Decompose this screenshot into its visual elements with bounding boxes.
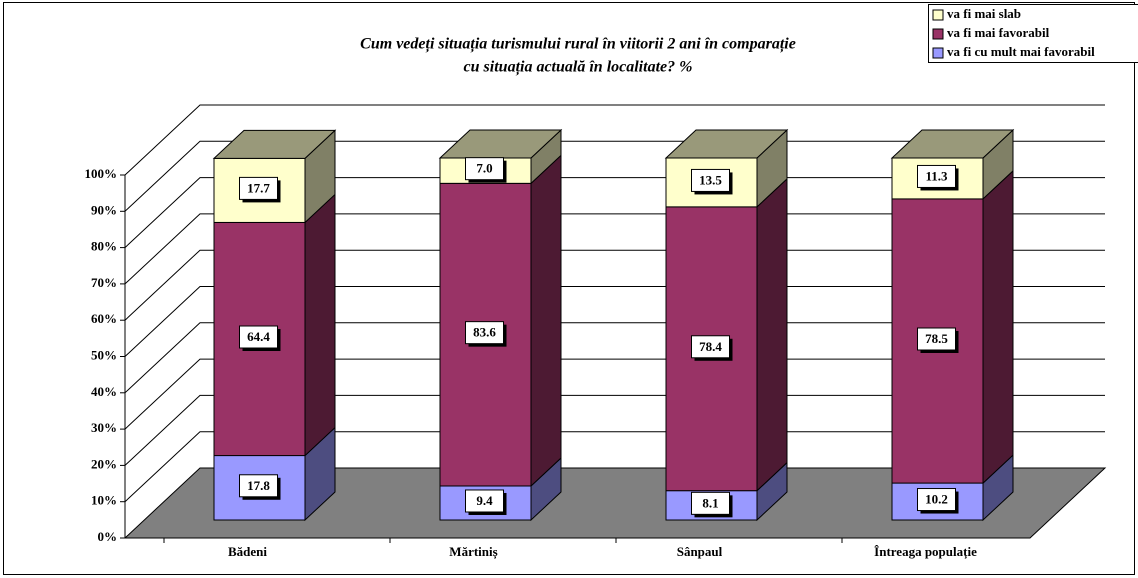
bar-top	[664, 129, 789, 159]
label-box	[691, 491, 730, 515]
data-label: 78.4	[699, 339, 722, 354]
grid-line	[124, 286, 1105, 357]
legend-swatch	[932, 28, 944, 40]
x-tick-label: Mărtiniș	[449, 544, 497, 560]
grid-line	[124, 104, 1105, 176]
data-label: 10.2	[925, 492, 948, 507]
bar-side	[530, 154, 562, 488]
bar-side	[304, 193, 336, 457]
grid-line	[124, 249, 1105, 321]
x-tick-label: Întreaga populație	[874, 544, 977, 560]
label-box	[465, 489, 504, 513]
legend-label: va fi mai favorabil	[947, 25, 1050, 40]
data-label: 17.8	[247, 478, 270, 493]
y-tick-label: 30%	[91, 420, 117, 435]
label-box	[917, 164, 956, 188]
chart-title: cu situația actuală în localitate? %	[464, 59, 693, 77]
data-label: 13.5	[699, 172, 722, 187]
legend	[928, 4, 1138, 63]
label-box	[691, 335, 730, 359]
data-label: 7.0	[476, 161, 492, 176]
y-tick-label: 10%	[91, 493, 117, 508]
y-tick-label: 40%	[91, 384, 117, 399]
y-tick-label: 80%	[91, 239, 117, 254]
grid-line	[124, 322, 1105, 394]
y-tick-label: 20%	[91, 456, 117, 471]
legend-label: va fi cu mult mai favorabil	[947, 44, 1095, 59]
grid-line	[124, 213, 1105, 285]
data-label: 83.6	[473, 325, 496, 340]
label-box	[691, 168, 730, 192]
label-box	[917, 327, 956, 351]
data-label: 11.3	[925, 168, 948, 183]
label-box	[239, 325, 278, 349]
data-label: 17.7	[247, 180, 270, 195]
y-tick-label: 0%	[98, 529, 118, 544]
plot-area: 0% 10% 20% 30% 40% 50% 60% 70% 80% 90% 100%	[85, 104, 1107, 544]
label-box	[239, 176, 278, 200]
data-label: 64.4	[247, 329, 270, 344]
y-tick-label: 70%	[91, 275, 117, 290]
bar-side	[982, 169, 1014, 485]
legend-swatch	[932, 47, 944, 59]
label-box	[465, 157, 504, 181]
grid-line	[124, 358, 1105, 430]
x-tick-label: Sânpaul	[677, 544, 723, 559]
data-label: 8.1	[702, 495, 718, 510]
data-label: 78.5	[925, 331, 948, 346]
bar-top	[212, 129, 337, 159]
y-tick-label: 100%	[85, 166, 118, 181]
grid-line	[124, 177, 1105, 248]
back-wall	[125, 105, 1105, 538]
y-tick-label: 90%	[91, 202, 117, 217]
grid-line	[124, 431, 1105, 503]
label-box	[465, 321, 504, 345]
grid-line	[124, 394, 1105, 466]
grid-line	[124, 140, 1105, 212]
label-box	[239, 474, 278, 498]
chart-title: Cum vedeți situația turismului rural în …	[360, 36, 796, 54]
legend-label: va fi mai slab	[947, 6, 1021, 21]
bar-side	[756, 177, 788, 492]
label-box	[917, 488, 956, 512]
y-tick-label: 60%	[91, 311, 117, 326]
y-tick-label: 50%	[91, 347, 117, 362]
x-tick-label: Bădeni	[228, 544, 267, 559]
legend-swatch	[932, 9, 944, 21]
data-label: 9.4	[476, 493, 493, 508]
bar-top	[890, 129, 1015, 159]
